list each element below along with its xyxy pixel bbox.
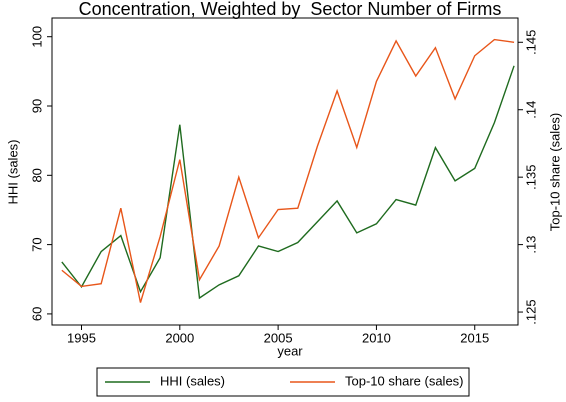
x-tick-label: 2015 [460, 330, 489, 345]
x-tick-label: 2010 [362, 330, 391, 345]
legend-box [96, 367, 470, 397]
plot-frame [51, 17, 519, 326]
y-tick-label: 100 [29, 26, 44, 48]
y2-tick-label: .14 [523, 101, 538, 119]
y2-tick-label: .145 [523, 30, 538, 55]
y-tick-label: 70 [29, 237, 44, 251]
y2-tick-label: .135 [523, 165, 538, 190]
y2-tick-label: .13 [523, 236, 538, 254]
x-axis-label: year [277, 343, 303, 358]
y2-axis-label: Top-10 share (sales) [547, 113, 562, 232]
x-tick-label: 2005 [264, 330, 293, 345]
y-tick-label: 80 [29, 168, 44, 182]
y-axis-label: HHI (sales) [5, 139, 20, 204]
x-tick-label: 2000 [165, 330, 194, 345]
y-tick-label: 60 [29, 307, 44, 321]
chart-title: Concentration, Weighted by Sector Number… [79, 0, 502, 19]
series-line [61, 65, 515, 300]
legend-label: Top-10 share (sales) [345, 373, 464, 388]
y-tick-label: 90 [29, 99, 44, 113]
y2-tick-label: .125 [523, 299, 538, 324]
series-line [61, 38, 515, 303]
legend-label: HHI (sales) [160, 373, 225, 388]
x-tick-label: 1995 [67, 330, 96, 345]
